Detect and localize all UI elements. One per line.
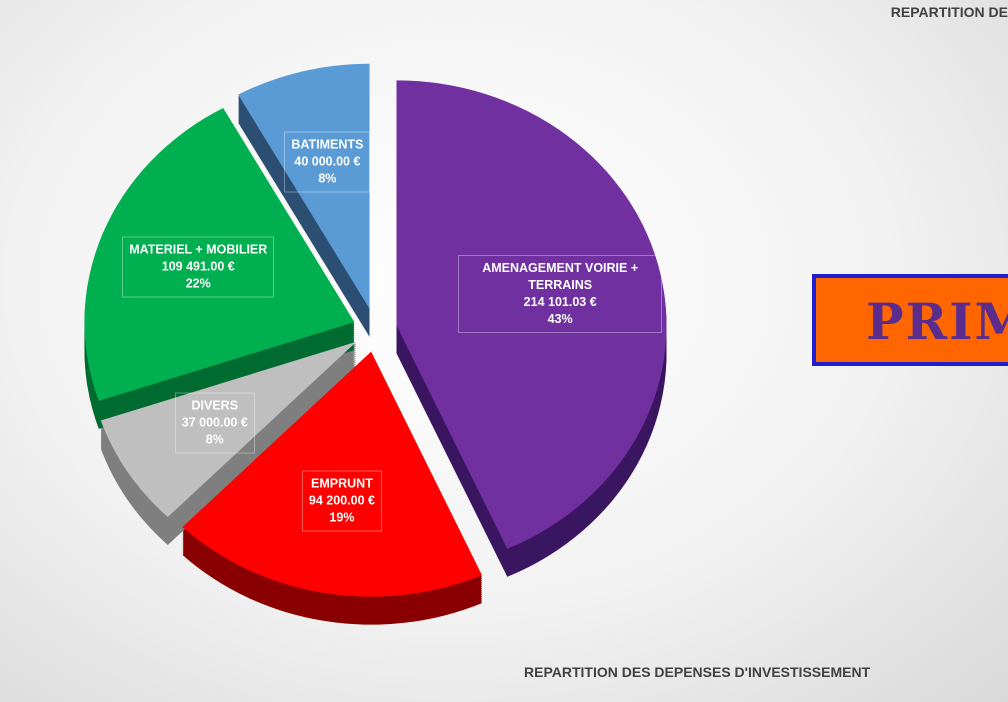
banner-text: PRIM xyxy=(866,292,1008,351)
chart-title: REPARTITION DES DEPENSES D'INVESTISSEMEN… xyxy=(524,664,871,680)
banner: PRIM xyxy=(812,274,1008,366)
slice-percent: 8% xyxy=(205,432,224,447)
slice xyxy=(100,341,357,518)
slice-value: 94 200.00 € xyxy=(308,493,375,508)
slice xyxy=(182,351,482,597)
slice xyxy=(84,108,355,401)
data-label: DIVERS 37 000.00 € 8% xyxy=(174,392,255,454)
slice-value: 214 101.03 € xyxy=(523,294,597,309)
header: REPARTITION DE xyxy=(890,4,1008,20)
slice-name: MATERIEL + MOBILIER xyxy=(129,242,268,257)
slice-value: 37 000.00 € xyxy=(181,415,248,430)
slice-name: EMPRUNT xyxy=(311,476,373,491)
slice-percent: 22% xyxy=(185,276,211,291)
data-label: EMPRUNT 94 200.00 € 19% xyxy=(301,470,382,532)
slice-name: DIVERS xyxy=(191,398,239,413)
slice-name: BATIMENTS xyxy=(291,137,364,152)
slice-percent: 19% xyxy=(329,510,355,525)
slice-percent: 8% xyxy=(318,171,337,186)
slice-name: AMENAGEMENT VOIRIE + TERRAINS xyxy=(482,260,639,292)
data-label: AMENAGEMENT VOIRIE + TERRAINS 214 101.03 … xyxy=(458,254,663,333)
slice-value: 40 000.00 € xyxy=(294,154,361,169)
data-label: BATIMENTS 40 000.00 € 8% xyxy=(284,131,371,193)
data-label: MATERIEL + MOBILIER 109 491.00 € 22% xyxy=(122,236,275,298)
slice xyxy=(238,63,370,309)
slice xyxy=(396,80,667,549)
slice-value: 109 491.00 € xyxy=(161,259,235,274)
slice-percent: 43% xyxy=(547,311,573,326)
